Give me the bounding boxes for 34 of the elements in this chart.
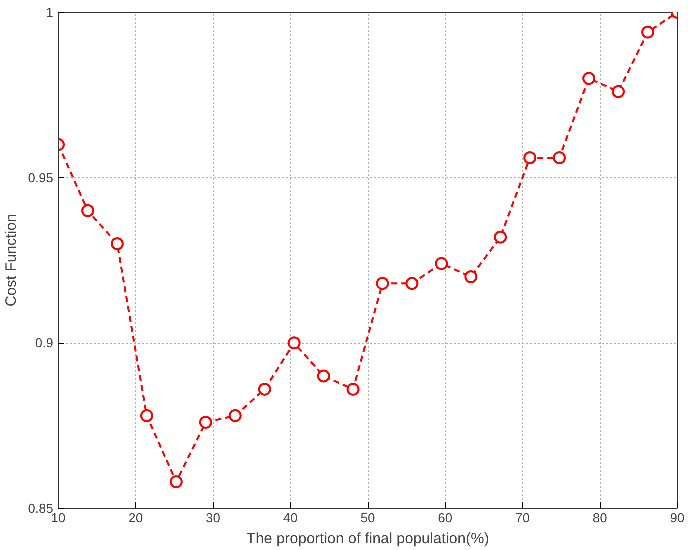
point [199,416,212,430]
y-tick-label: 0.95 [28,170,54,186]
x-tick-label: 50 [360,510,376,526]
y-tick-label: 1 [46,5,54,20]
x-tick-label: 40 [283,510,298,526]
point [642,26,655,39]
y-tick-label: 0.85 [28,501,54,516]
x-tick-label: 90 [670,510,685,526]
point [317,370,330,383]
point [140,409,154,422]
point [464,270,478,284]
y-tick-label: 0.9 [35,336,54,351]
x-tick-label: 70 [516,510,530,526]
point [346,382,360,396]
point [258,382,272,396]
point [524,152,537,164]
point [553,152,566,164]
point [376,277,390,290]
point [81,204,94,218]
point [288,336,301,350]
point [110,237,124,250]
y-axis-title: Cost Function [3,214,20,307]
x-axis-title: The proportion of final population(%) [246,530,490,548]
point [582,72,596,86]
point [228,409,242,422]
point [170,476,183,489]
point [494,230,508,244]
x-tick-label: 60 [438,510,453,526]
x-tick-label: 30 [206,510,220,526]
x-tick-label: 20 [128,510,144,526]
point [612,85,626,98]
point [406,277,419,290]
point [435,257,448,270]
x-tick-label: 80 [592,510,608,526]
